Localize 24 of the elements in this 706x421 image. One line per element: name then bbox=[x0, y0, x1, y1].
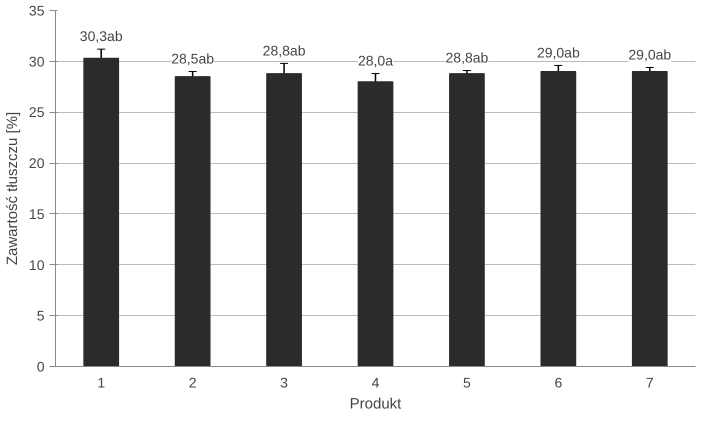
y-tick-label: 20 bbox=[28, 155, 45, 172]
x-tick-label: 3 bbox=[280, 374, 288, 390]
x-tick-label: 5 bbox=[463, 374, 472, 390]
data-label: 28,0a bbox=[358, 52, 394, 69]
x-tick-label: 7 bbox=[646, 374, 654, 390]
x-tick-label: 6 bbox=[554, 374, 562, 390]
data-label: 29,0ab bbox=[628, 46, 672, 62]
data-label: 28,5ab bbox=[171, 50, 214, 67]
y-tick-label: 0 bbox=[36, 358, 45, 374]
y-tick-label: 5 bbox=[36, 308, 45, 324]
y-axis-title: Zawartość tłuszczu [%] bbox=[4, 112, 21, 266]
x-axis-title: Produkt bbox=[350, 396, 402, 412]
x-tick-label: 1 bbox=[97, 374, 106, 390]
x-tick-label: 2 bbox=[188, 374, 197, 390]
y-tick-label: 25 bbox=[28, 104, 45, 120]
x-tick-label: 4 bbox=[372, 374, 380, 390]
y-tick-label: 10 bbox=[28, 256, 45, 273]
data-label: 28,8ab bbox=[446, 50, 489, 66]
y-tick-label: 30 bbox=[28, 53, 45, 70]
y-tick-label: 15 bbox=[28, 206, 45, 222]
y-tick-label: 35 bbox=[28, 2, 45, 18]
data-label: 30,3ab bbox=[80, 28, 123, 44]
data-label: 28,8ab bbox=[262, 42, 306, 58]
data-label: 29,0ab bbox=[536, 44, 580, 60]
